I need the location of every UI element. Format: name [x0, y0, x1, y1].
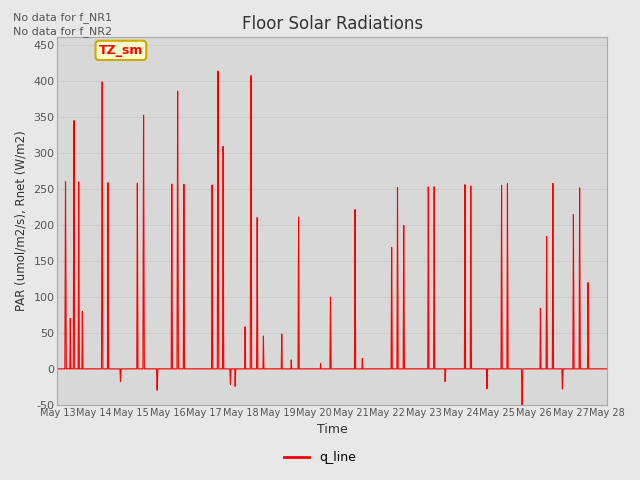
Title: Floor Solar Radiations: Floor Solar Radiations [242, 15, 423, 33]
Y-axis label: PAR (umol/m2/s), Rnet (W/m2): PAR (umol/m2/s), Rnet (W/m2) [15, 131, 28, 312]
Text: No data for f_NR2: No data for f_NR2 [13, 26, 112, 37]
Legend: q_line: q_line [279, 446, 361, 469]
X-axis label: Time: Time [317, 423, 348, 436]
Text: No data for f_NR1: No data for f_NR1 [13, 12, 112, 23]
Text: TZ_sm: TZ_sm [99, 44, 143, 57]
